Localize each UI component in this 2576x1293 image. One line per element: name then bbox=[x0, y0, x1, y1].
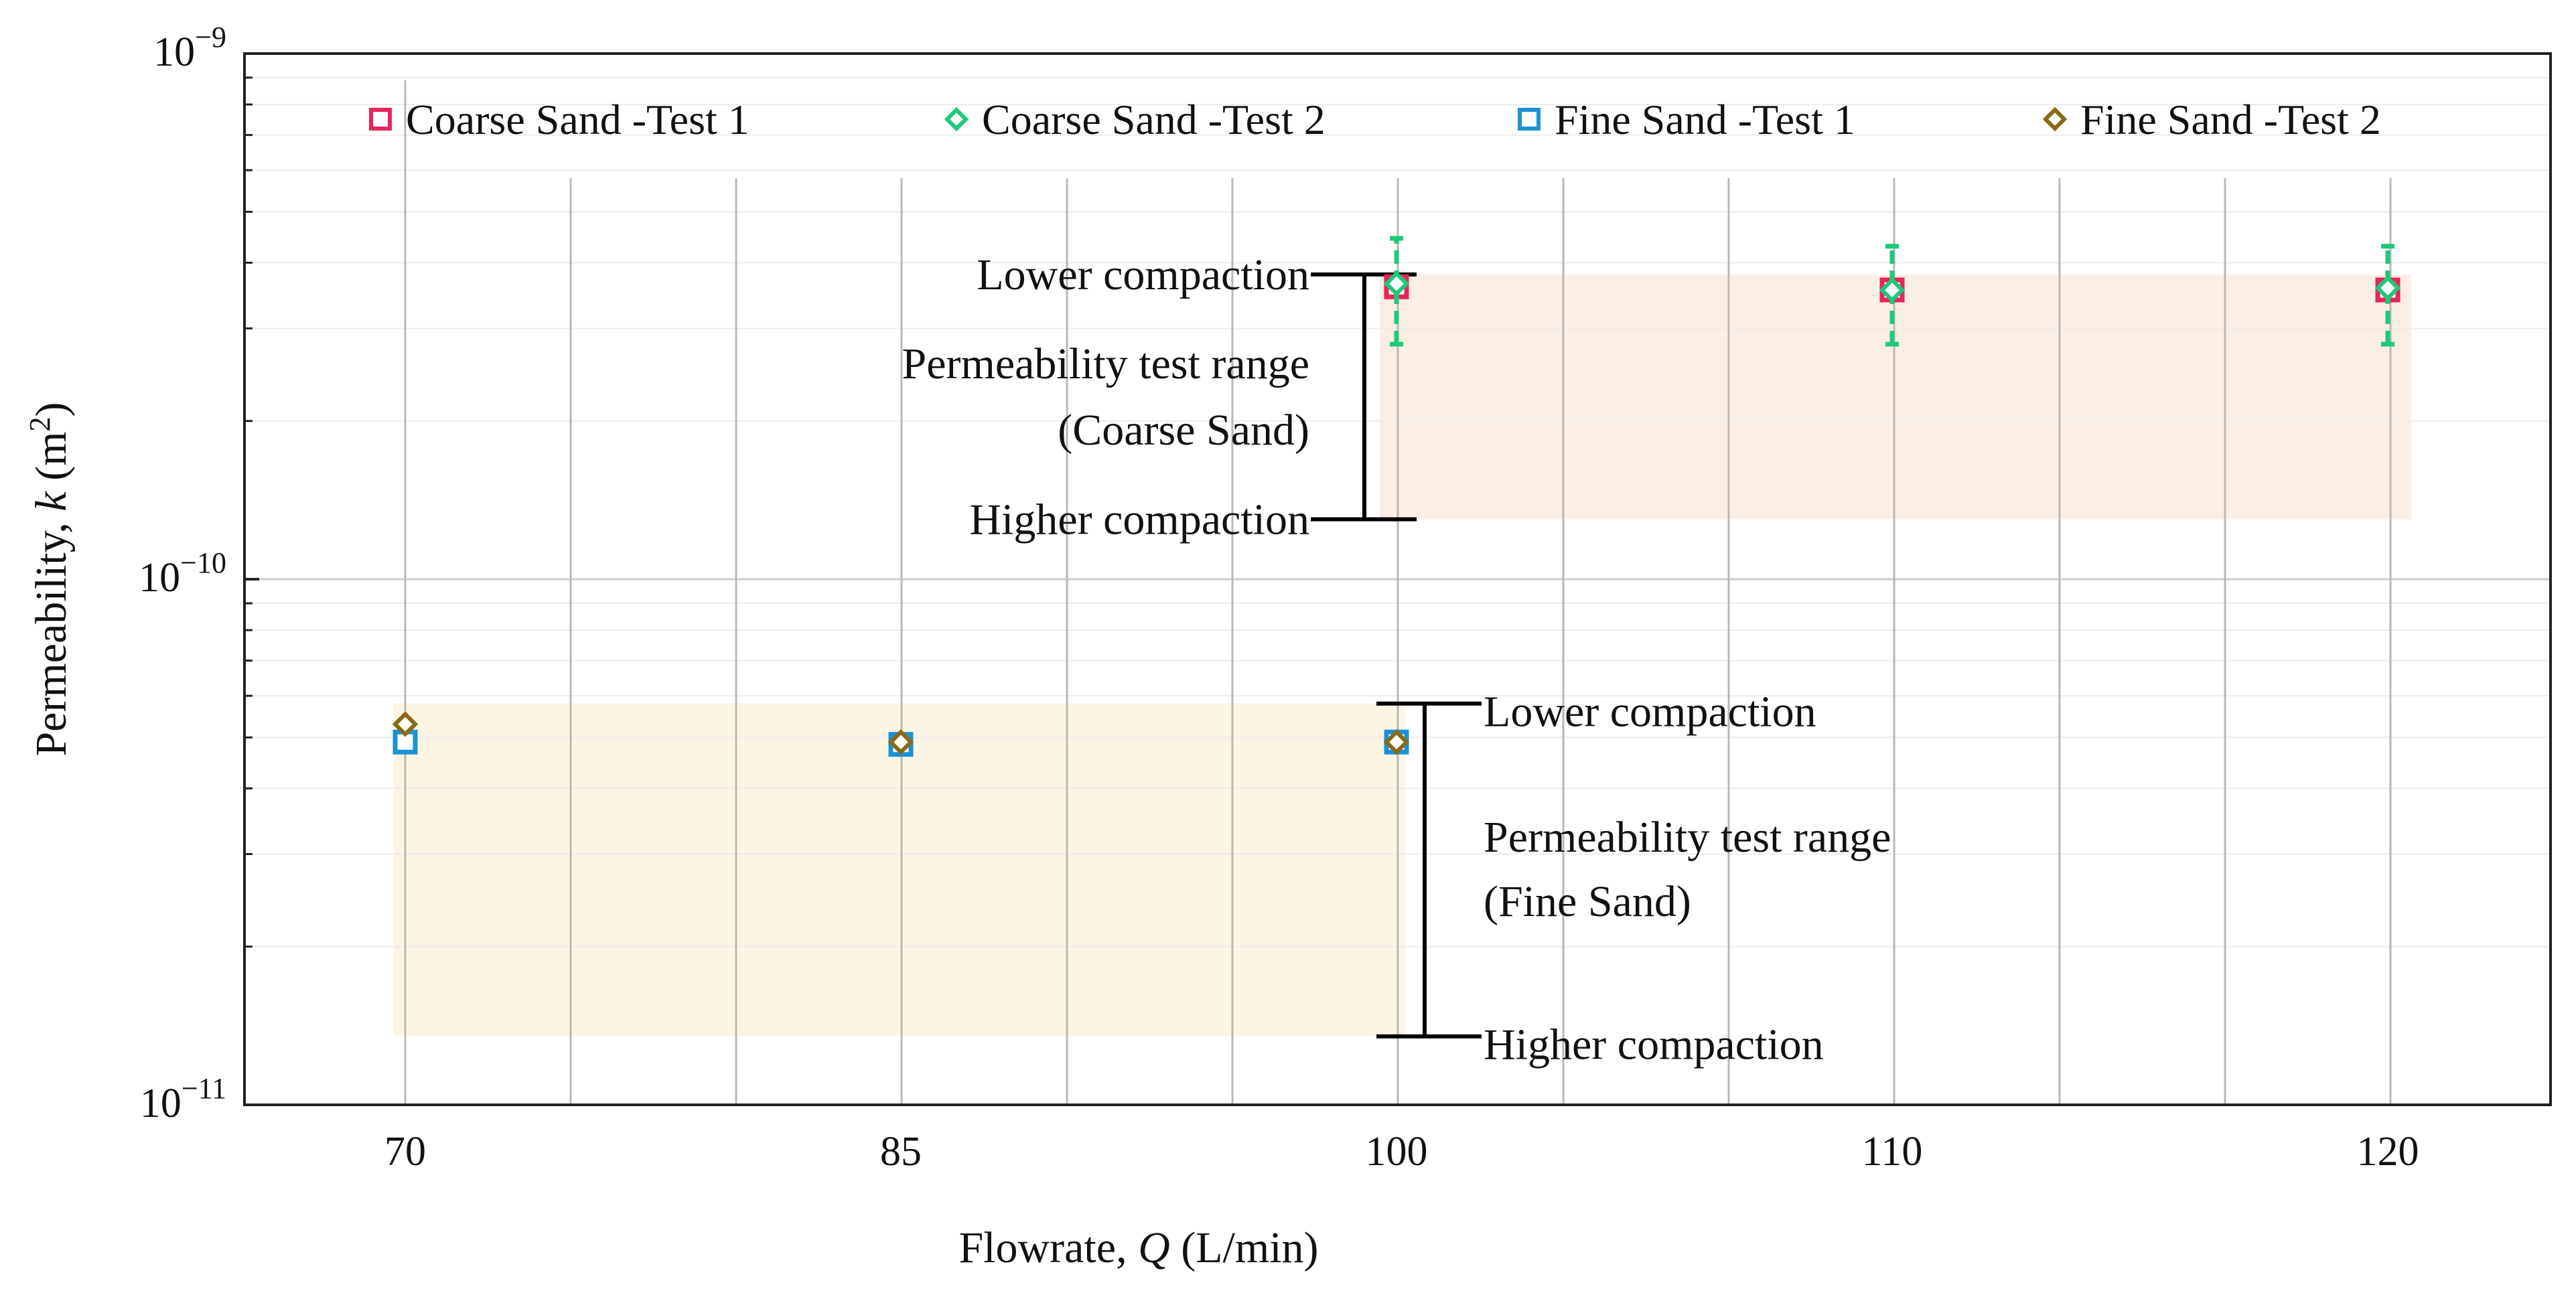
coarse-range-label-2: (Coarse Sand) bbox=[1058, 406, 1309, 455]
legend-marker-2 bbox=[944, 106, 969, 132]
fine-range-label-2: (Fine Sand) bbox=[1484, 877, 1691, 926]
fine-range-label-1: Permeability test range bbox=[1484, 813, 1891, 862]
data-point-s2-110 bbox=[1879, 277, 1906, 303]
coarse-lower-label: Higher compaction bbox=[969, 496, 1309, 544]
y-tick-label: 10−9 bbox=[153, 21, 226, 75]
legend-label-1: Coarse Sand -Test 1 bbox=[406, 96, 749, 143]
x-tick-label-110: 110 bbox=[1862, 1129, 1923, 1174]
legend-marker-1 bbox=[369, 108, 392, 131]
x-tick-label-100: 100 bbox=[1366, 1129, 1428, 1174]
legend: Coarse Sand -Test 1 Coarse Sand -Test 2 Fi… bbox=[369, 96, 2381, 143]
y-axis-title: Permeability, k (m2) bbox=[23, 402, 76, 756]
y-tick-label: 10−10 bbox=[139, 546, 226, 601]
data-point-s2-120 bbox=[2374, 275, 2401, 301]
x-axis-ticks: 70 85 100 110 120 bbox=[384, 1129, 2419, 1174]
y-axis-ticks: 10−9 10−10 10−11 bbox=[139, 21, 259, 1126]
range-annotations: Lower compaction Permeability test range (… bbox=[902, 250, 1891, 1069]
data-point-s4-70 bbox=[392, 711, 419, 737]
legend-label-4: Fine Sand -Test 2 bbox=[2080, 96, 2381, 143]
y-tick-label: 10−11 bbox=[140, 1072, 226, 1126]
fine-lower-label: Higher compaction bbox=[1484, 1020, 1824, 1069]
data-point-s2-100 bbox=[1383, 271, 1410, 297]
x-tick-label-85: 85 bbox=[880, 1129, 922, 1174]
coarse-upper-label: Lower compaction bbox=[977, 250, 1309, 299]
range-band-coarse bbox=[1380, 274, 2411, 520]
coarse-range-label-1: Permeability test range bbox=[902, 339, 1309, 388]
legend-label-2: Coarse Sand -Test 2 bbox=[982, 96, 1326, 143]
data-point-s4-85 bbox=[887, 729, 914, 755]
range-band-fine bbox=[394, 703, 1405, 1037]
legend-marker-3 bbox=[1518, 108, 1541, 131]
x-tick-label-120: 120 bbox=[2357, 1129, 2419, 1174]
x-axis-title: Flowrate, Q (L/min) bbox=[958, 1223, 1318, 1272]
range-bands bbox=[394, 274, 2411, 1037]
grid-lines bbox=[244, 76, 2551, 1105]
legend-label-3: Fine Sand -Test 1 bbox=[1555, 96, 1855, 143]
fine-upper-label: Lower compaction bbox=[1484, 688, 1816, 737]
data-point-s4-100 bbox=[1383, 729, 1410, 755]
data-marks bbox=[392, 236, 2401, 757]
x-tick-label-70: 70 bbox=[384, 1129, 426, 1174]
legend-marker-4 bbox=[2042, 106, 2068, 132]
